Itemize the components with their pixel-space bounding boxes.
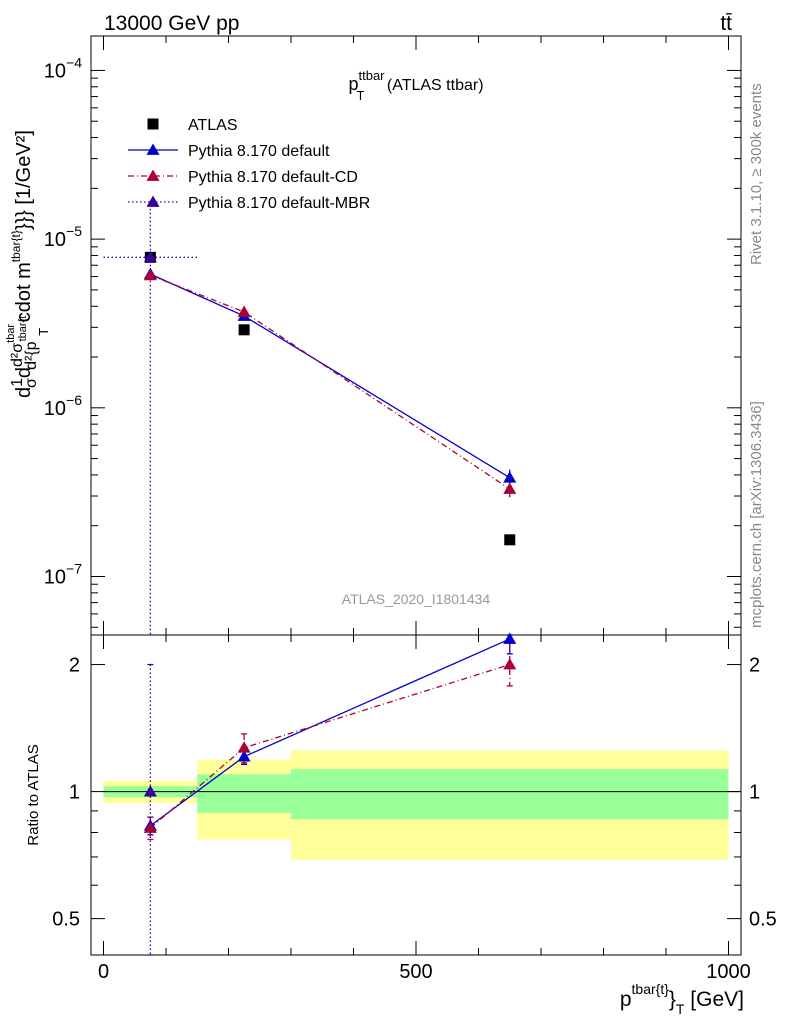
main-title: pttbar T (ATLAS ttbar): [348, 68, 483, 103]
main-y-tick-label: 10−6: [44, 392, 82, 420]
title-subscript: T: [357, 88, 365, 103]
ylabel-part-T: T: [36, 328, 51, 336]
xlabel-base: p: [620, 988, 632, 1011]
ylabel-part-tbart: tbar{t: [17, 316, 29, 342]
xlabel-unit: [GeV]: [684, 988, 744, 1011]
main-point-atlas: [238, 324, 250, 336]
ratio-y-tick-label-left: 1: [69, 782, 80, 804]
main-y-tick-exponent: −4: [66, 54, 82, 70]
ratio-x-tick-label: 500: [399, 961, 432, 983]
main-plot-panel: 10−710−610−510−4 pttbar T (ATLAS ttbar) A…: [5, 35, 742, 636]
ratio-point-pythia-8-170-default-mbr: [143, 785, 157, 797]
ratio-y-tick-label-left: 0.5: [52, 909, 80, 931]
xlabel-superscript: tbar{t}: [632, 981, 670, 997]
ratio-point-pythia-8-170-default-cd: [143, 821, 157, 833]
main-y-tick-label: 10−5: [44, 223, 82, 251]
ylabel-part-d: d: [13, 387, 35, 398]
ratio-y-tick-label-right: 1: [749, 782, 760, 804]
ylabel-part-d2p: d²{p: [23, 341, 40, 370]
svg-text:d1σdd²σtbard²{ptbar{tT cdot mt: d1σdd²σtbard²{ptbar{t T cdot mtbar{t}}}} …: [5, 130, 51, 398]
process-label: tt̄: [720, 12, 732, 35]
main-markers: [143, 250, 517, 546]
main-y-axis: 10−710−610−510−4: [44, 54, 741, 628]
main-y-tick-exponent: −6: [66, 392, 82, 408]
title-rest: (ATLAS ttbar): [382, 77, 483, 94]
ylabel-part-d2: d: [13, 367, 35, 378]
legend-label-pythia-8-170-default: Pythia 8.170 default: [188, 143, 330, 160]
title-base: p: [348, 74, 358, 94]
ratio-y-tick-label-left: 2: [69, 655, 80, 677]
ylabel-part-cdotm: cdot m: [13, 262, 35, 328]
legend-marker-atlas: [147, 118, 159, 130]
ratio-point-pythia-8-170-default-cd: [503, 658, 517, 670]
analysis-tag: ATLAS_2020_I1801434: [342, 591, 491, 607]
legend-label-pythia-8-170-default-mbr: Pythia 8.170 default-MBR: [188, 195, 370, 212]
ratio-point-pythia-8-170-default-cd: [237, 741, 251, 753]
ylabel-part-d2sigma: d²σ: [9, 343, 26, 367]
ratio-uncertainty-bands: [103, 750, 741, 860]
main-y-tick-base: 10: [44, 567, 66, 589]
main-point-atlas: [504, 534, 516, 546]
x-axis-label: ptbar{t}}T [GeV]: [620, 981, 744, 1017]
ratio-y-axis-label: Ratio to ATLAS: [25, 744, 42, 845]
title-superscript: ttbar: [358, 68, 385, 83]
legend-marker-pythia-8-170-default-mbr: [146, 195, 160, 207]
ylabel-part-unit: }}} [1/GeV²]: [13, 130, 35, 230]
main-point-pythia-8-170-default-cd: [143, 268, 157, 281]
ratio-plot-panel: 0.5 0.5 1 1 2 2 0 500 1000 Ratio to ATLAS ptbar…: [25, 632, 777, 1017]
source-label: mcplots.cern.ch [arXiv:1306.3436]: [748, 401, 765, 628]
main-y-tick-label: 10−4: [44, 54, 82, 82]
ylabel-part-1: 1: [9, 378, 26, 387]
main-y-tick-label: 10−7: [44, 561, 82, 589]
xlabel-rest: }: [669, 988, 676, 1011]
main-y-tick-exponent: −5: [66, 223, 82, 239]
legend-marker-pythia-8-170-default: [146, 143, 160, 155]
ratio-x-axis: 0 500 1000: [98, 635, 751, 983]
ratio-x-tick-label: 1000: [706, 961, 751, 983]
main-y-axis-label: d1σdd²σtbard²{ptbar{t T cdot mtbar{t}}}} …: [5, 130, 51, 398]
ylabel-part-sigma: σ: [23, 378, 40, 388]
legend: ATLAS Pythia 8.170 default Pythia 8.170 de…: [128, 117, 370, 212]
ratio-band-inner: [197, 774, 291, 813]
ratio-y-axis: 0.5 0.5 1 1 2 2: [52, 655, 777, 931]
ratio-markers: [143, 632, 517, 833]
rivet-label: Rivet 3.1.10, ≥ 300k events: [748, 83, 765, 265]
main-y-tick-base: 10: [44, 60, 66, 82]
ratio-x-tick-label: 0: [98, 961, 109, 983]
main-point-pythia-8-170-default: [503, 471, 517, 483]
ratio-point-pythia-8-170-default: [503, 632, 517, 644]
ratio-point-pythia-8-170-default: [237, 750, 251, 762]
energy-label: 13000 GeV pp: [104, 12, 239, 35]
ratio-line-pythia-8-170-default-cd: [149, 663, 510, 829]
main-point-pythia-8-170-default-mbr: [143, 250, 157, 263]
main-y-tick-base: 10: [44, 229, 66, 251]
ratio-band-inner: [291, 769, 729, 820]
xlabel-subscript: T: [676, 1001, 685, 1017]
main-x-axis-ticks: [103, 36, 729, 635]
ratio-y-tick-label-right: 2: [749, 655, 760, 677]
main-y-tick-exponent: −7: [66, 561, 82, 577]
ratio-y-tick-label-right: 0.5: [749, 909, 777, 931]
main-point-pythia-8-170-default-cd: [237, 305, 251, 317]
legend-marker-pythia-8-170-default-cd: [146, 169, 160, 181]
legend-label-pythia-8-170-default-cd: Pythia 8.170 default-CD: [188, 169, 358, 186]
legend-label-atlas: ATLAS: [188, 117, 238, 134]
ylabel-part-tbar: tbar: [5, 324, 17, 343]
ylabel-part-tbart2: tbar{t}: [9, 230, 23, 262]
main-y-tick-base: 10: [44, 398, 66, 420]
main-point-pythia-8-170-default-cd: [503, 482, 517, 494]
